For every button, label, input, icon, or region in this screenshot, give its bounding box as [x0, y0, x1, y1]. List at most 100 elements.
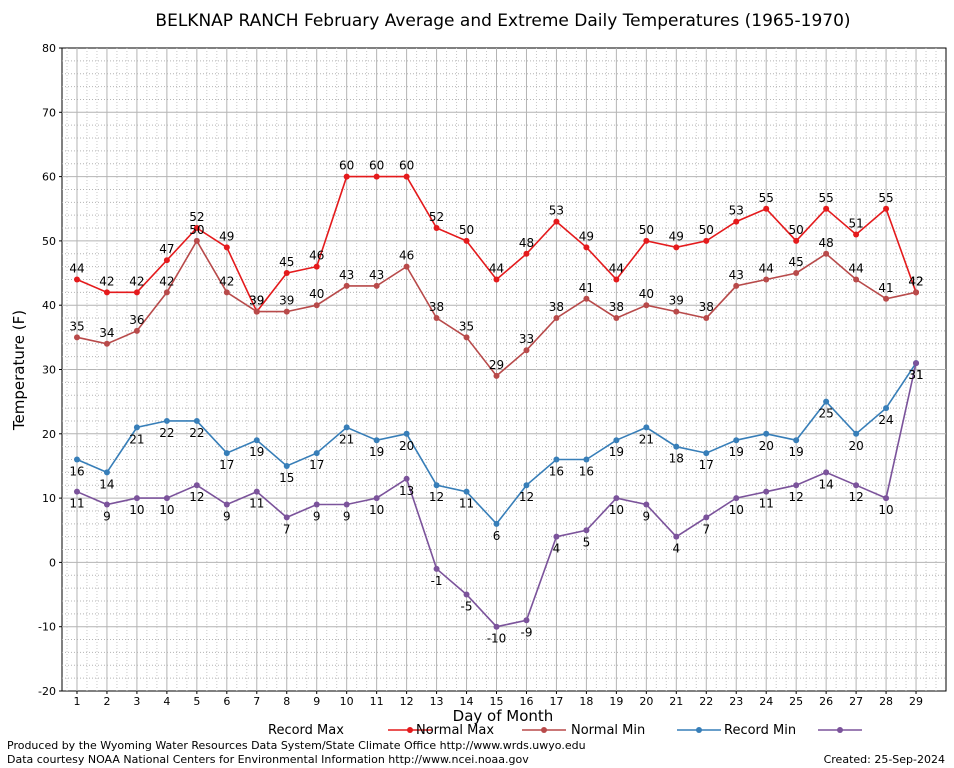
normal-max-data-label: 41: [878, 281, 893, 295]
legend-label-record-min: Record Min: [724, 723, 796, 738]
normal-max-point: [433, 315, 440, 322]
x-axis-label: Day of Month: [453, 707, 554, 725]
record-max-point: [673, 244, 680, 251]
normal-max-point: [133, 327, 140, 334]
record-max-point: [793, 237, 800, 244]
x-tick-label: 3: [133, 695, 140, 708]
record-min-point: [433, 565, 440, 572]
x-tick-label: 2: [103, 695, 110, 708]
record-max-point: [223, 244, 230, 251]
normal-max-data-label: 33: [519, 332, 534, 346]
y-tick-label: 0: [49, 556, 56, 569]
record-min-data-label: -9: [520, 625, 532, 639]
x-tick-label: 8: [283, 695, 290, 708]
record-min-data-label: 10: [609, 503, 624, 517]
normal-min-data-label: 21: [129, 432, 144, 446]
record-max-point: [463, 237, 470, 244]
normal-max-data-label: 35: [459, 319, 474, 333]
normal-max-series: 35 34 36 42 50 42 39 39 40 43 43 46 38 35 29 33 38 41 38 40…: [69, 223, 924, 379]
record-max-data-label: 52: [189, 210, 204, 224]
record-max-data-label: 49: [669, 229, 684, 243]
normal-max-data-label: 36: [129, 313, 144, 327]
normal-min-data-label: 16: [549, 465, 564, 479]
record-max-data-label: 48: [519, 236, 534, 250]
normal-max-point: [583, 295, 590, 302]
normal-min-data-label: 20: [399, 439, 414, 453]
record-max-point: [343, 173, 350, 180]
x-tick-label: 9: [313, 695, 320, 708]
normal-min-point: [883, 405, 890, 412]
normal-min-point: [133, 424, 140, 431]
record-min-point: [463, 591, 470, 598]
normal-min-point: [523, 482, 530, 489]
normal-min-point: [373, 437, 380, 444]
record-min-data-label: 10: [159, 503, 174, 517]
record-max-point: [103, 289, 110, 296]
record-min-data-label: 7: [283, 522, 291, 536]
normal-max-point: [373, 282, 380, 289]
normal-max-data-label: 43: [729, 268, 744, 282]
y-tick-label: 80: [42, 42, 56, 55]
x-tick-label: 29: [909, 695, 923, 708]
normal-min-point: [643, 424, 650, 431]
legend-label-record-max: Record Max: [268, 723, 344, 738]
normal-min-point: [793, 437, 800, 444]
normal-min-series: 16 14 21 22 22 17 19 15 17 21 19 20 12 11 6 12 16 16 19 21 1…: [69, 360, 924, 543]
x-tick-label: 19: [609, 695, 623, 708]
record-max-data-label: 42: [99, 274, 114, 288]
normal-min-point: [673, 443, 680, 450]
record-max-data-label: 44: [609, 261, 624, 275]
record-max-point: [853, 231, 860, 238]
y-tick-label: 60: [42, 171, 56, 184]
legend-marker-normal-max: [541, 727, 547, 733]
x-tick-label: 4: [163, 695, 170, 708]
normal-max-point: [883, 295, 890, 302]
record-max-data-label: 53: [549, 204, 564, 218]
x-tick-label: 15: [490, 695, 504, 708]
record-max-data-label: 50: [639, 223, 654, 237]
normal-min-data-label: 22: [189, 426, 204, 440]
record-min-point: [673, 533, 680, 540]
record-max-point: [523, 250, 530, 257]
record-min-data-label: 9: [313, 510, 321, 524]
record-max-point: [763, 205, 770, 212]
record-min-data-label: 10: [129, 503, 144, 517]
record-min-point: [733, 495, 740, 502]
x-tick-label: 7: [253, 695, 260, 708]
y-tick-label: -20: [38, 685, 56, 698]
normal-max-point: [793, 270, 800, 277]
record-min-data-label: 4: [553, 542, 561, 556]
normal-max-data-label: 41: [579, 281, 594, 295]
record-min-point: [853, 482, 860, 489]
normal-max-data-label: 39: [669, 294, 684, 308]
record-min-point: [583, 527, 590, 534]
record-max-point: [403, 173, 410, 180]
normal-max-point: [493, 372, 500, 379]
record-max-data-label: 50: [459, 223, 474, 237]
record-min-data-label: 5: [583, 535, 591, 549]
normal-max-data-label: 42: [908, 274, 923, 288]
normal-max-data-label: 44: [759, 261, 774, 275]
y-tick-label: 10: [42, 492, 56, 505]
normal-min-data-label: 21: [339, 432, 354, 446]
record-min-data-label: -5: [461, 600, 473, 614]
normal-min-point: [553, 456, 560, 463]
normal-min-data-label: 16: [69, 465, 84, 479]
normal-max-data-label: 39: [249, 294, 264, 308]
record-min-data-label: 13: [399, 484, 414, 498]
record-max-point: [193, 225, 200, 232]
normal-min-data-label: 19: [369, 445, 384, 459]
record-min-data-label: 12: [789, 490, 804, 504]
normal-max-point: [223, 289, 230, 296]
normal-min-data-label: 12: [429, 490, 444, 504]
normal-max-point: [733, 282, 740, 289]
record-max-data-label: 53: [729, 204, 744, 218]
normal-max-data-label: 45: [789, 255, 804, 269]
y-tick-label: -10: [38, 621, 56, 634]
normal-min-point: [403, 430, 410, 437]
normal-max-point: [643, 302, 650, 309]
record-min-data-label: -1: [431, 574, 443, 588]
normal-max-point: [253, 308, 260, 315]
record-max-point: [313, 263, 320, 270]
